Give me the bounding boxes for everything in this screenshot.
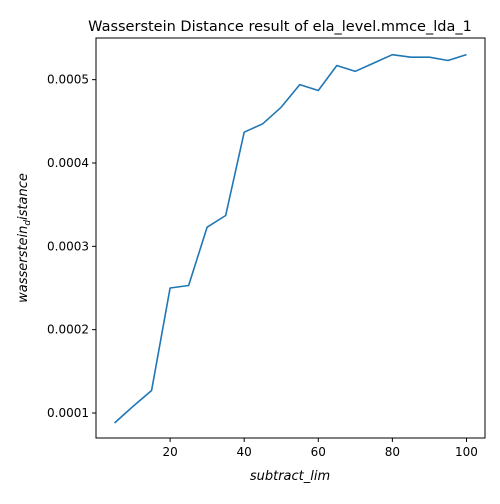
y-tick-label: 0.0005 [47,73,89,87]
y-axis-label-tail: istance [16,173,31,220]
x-tick-label: 100 [455,445,478,459]
x-tick-label: 40 [237,445,252,459]
y-tick-label: 0.0003 [47,239,89,253]
y-axis-label-main: wasserstein [16,226,31,303]
series-line [113,53,467,424]
x-tick-label: 60 [311,445,326,459]
x-axis-label: subtract_lim [250,469,330,484]
x-tick-label: 80 [385,445,400,459]
chart-title: Wasserstein Distance result of ela_level… [88,19,472,35]
y-axis-label: wassersteindistance [16,173,33,303]
x-tick-label: 20 [162,445,177,459]
y-tick-label: 0.0004 [47,156,89,170]
plot-frame [95,37,486,439]
y-tick-label: 0.0002 [47,323,89,337]
y-tick-label: 0.0001 [47,406,89,420]
y-axis: 0.0001 0.0002 0.0003 0.0004 0.0005 [47,73,96,420]
x-axis: 20 40 60 80 100 [162,438,478,459]
y-axis-label-subscript: d [23,220,33,226]
plot-area [113,53,467,424]
